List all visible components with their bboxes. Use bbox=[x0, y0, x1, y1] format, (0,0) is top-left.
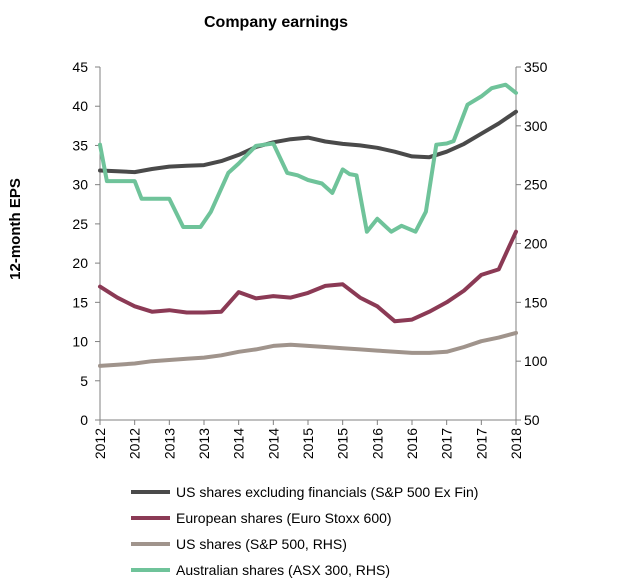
y-tick-label-right: 350 bbox=[524, 59, 548, 75]
y-tick-label-left: 0 bbox=[80, 412, 88, 428]
y-tick-label-left: 35 bbox=[72, 137, 88, 153]
y-tick-label-right: 150 bbox=[524, 294, 548, 310]
legend-label-3: US shares (S&P 500, RHS) bbox=[176, 536, 347, 552]
legend-label-2: European shares (Euro Stoxx 600) bbox=[176, 510, 392, 526]
y-tick-label-left: 15 bbox=[72, 294, 88, 310]
x-tick-label: 2013 bbox=[196, 428, 212, 459]
y-tick-label-right: 250 bbox=[524, 177, 548, 193]
y-tick-label-left: 10 bbox=[72, 334, 88, 350]
y-tick-label-left: 5 bbox=[80, 373, 88, 389]
legend: US shares excluding financials (S&P 500 … bbox=[131, 484, 478, 578]
series-line-2 bbox=[98, 229, 518, 324]
x-tick-label: 2017 bbox=[439, 428, 455, 459]
y-tick-label-left: 45 bbox=[72, 59, 88, 75]
legend-label-1: US shares excluding financials (S&P 500 … bbox=[176, 484, 478, 500]
x-tick-label: 2012 bbox=[92, 428, 108, 459]
x-tick-label: 2017 bbox=[473, 428, 489, 459]
y-axis-label: 12-month EPS bbox=[7, 178, 24, 280]
x-tick-label: 2014 bbox=[231, 428, 247, 459]
x-tick-label: 2016 bbox=[369, 428, 385, 459]
x-tick-label: 2016 bbox=[404, 428, 420, 459]
x-tick-label: 2015 bbox=[300, 428, 316, 459]
x-tick-label: 2013 bbox=[161, 428, 177, 459]
y-tick-label-left: 25 bbox=[72, 216, 88, 232]
y-tick-label-left: 30 bbox=[72, 177, 88, 193]
x-tick-label: 2012 bbox=[127, 428, 143, 459]
y-tick-label-right: 200 bbox=[524, 236, 548, 252]
series-line-1 bbox=[98, 109, 518, 175]
y-tick-label-left: 20 bbox=[72, 255, 88, 271]
legend-label-4: Australian shares (ASX 300, RHS) bbox=[176, 562, 390, 578]
axes: 0 5 10 15 20 25 30 35 40 45 50 100 150 200 250 300 350 20… bbox=[72, 59, 547, 459]
y-tick-label-right: 100 bbox=[524, 353, 548, 369]
y-tick-label-right: 50 bbox=[524, 412, 540, 428]
series-line-4 bbox=[98, 82, 518, 234]
series-line-3 bbox=[98, 330, 518, 368]
y-tick-label-right: 300 bbox=[524, 118, 548, 134]
x-tick-label: 2014 bbox=[265, 428, 281, 459]
x-tick-label: 2015 bbox=[335, 428, 351, 459]
x-tick-label: 2018 bbox=[508, 428, 524, 459]
series-layer bbox=[98, 82, 518, 368]
chart-title: Company earnings bbox=[204, 14, 348, 31]
y-tick-label-left: 40 bbox=[72, 98, 88, 114]
